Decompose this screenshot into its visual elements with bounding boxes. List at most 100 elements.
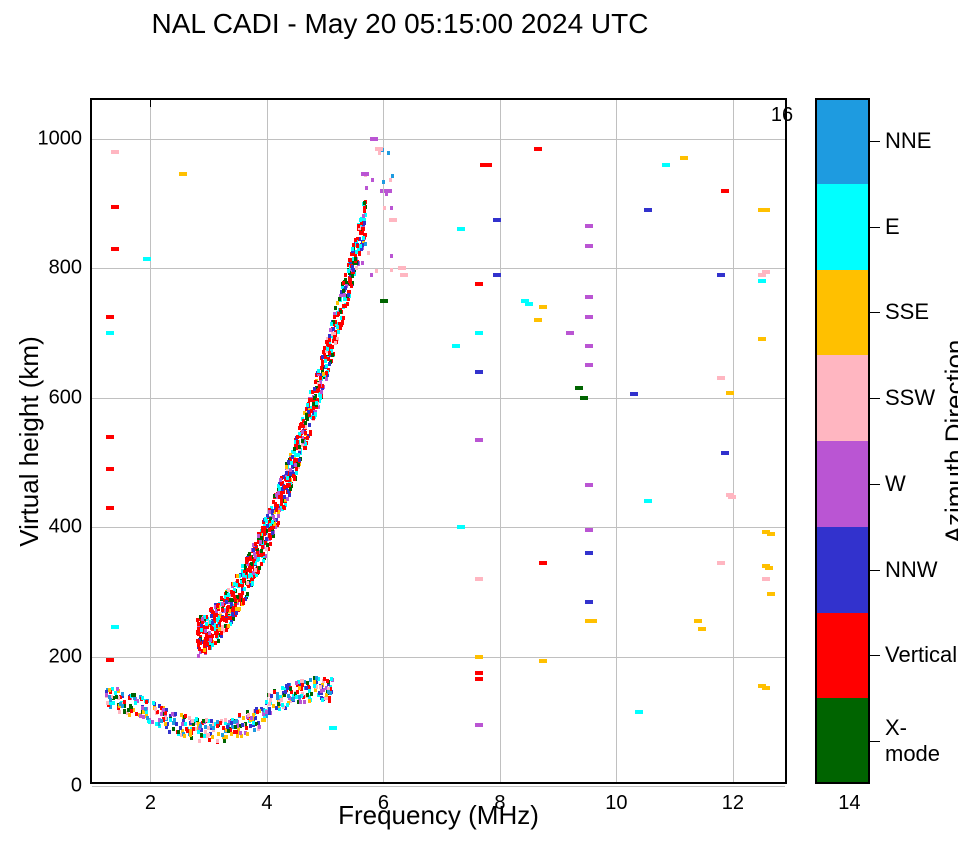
data-point [295, 471, 298, 475]
data-point [235, 583, 238, 587]
data-point [635, 710, 643, 714]
data-point [367, 251, 370, 255]
data-point [204, 725, 207, 729]
data-point [297, 453, 300, 457]
data-point [264, 517, 267, 521]
data-point [234, 725, 237, 729]
data-point [375, 269, 378, 273]
data-point [197, 654, 200, 658]
data-point [475, 282, 483, 286]
data-point [111, 625, 119, 629]
data-point [585, 551, 593, 555]
data-point [236, 574, 239, 578]
data-point [253, 728, 256, 732]
data-point [585, 363, 593, 367]
data-point [275, 508, 278, 512]
data-point [306, 436, 309, 440]
data-point [202, 719, 205, 723]
data-point [229, 616, 232, 620]
data-point [106, 315, 114, 319]
data-point [328, 696, 331, 700]
colorbar-title: Azimuth Direction [940, 98, 958, 784]
data-point [249, 724, 252, 728]
data-point [230, 721, 233, 725]
data-point [338, 297, 341, 301]
colorbar-label-nne: NNE [885, 128, 931, 154]
data-point [121, 692, 124, 696]
data-point [321, 698, 324, 702]
data-point [296, 440, 299, 444]
gridline-y-800 [92, 268, 785, 269]
data-point [212, 726, 215, 730]
data-point [358, 251, 361, 255]
data-point [205, 622, 208, 626]
data-point [308, 398, 311, 402]
data-point [227, 588, 230, 592]
data-point [242, 573, 245, 577]
data-point [380, 299, 388, 303]
gridline-y-600 [92, 398, 785, 399]
data-point [235, 611, 238, 615]
data-point [109, 698, 112, 702]
data-point [112, 701, 115, 705]
data-point [294, 453, 297, 457]
data-point [249, 573, 252, 577]
data-point [231, 612, 234, 616]
data-point [319, 685, 322, 689]
gridline-y-0 [92, 786, 785, 787]
data-point [221, 733, 224, 737]
data-point [248, 552, 251, 556]
data-point [252, 548, 255, 552]
data-point [337, 312, 340, 316]
data-point [767, 592, 775, 596]
data-point [243, 587, 246, 591]
data-point [662, 163, 670, 167]
data-point [680, 156, 688, 160]
data-point [155, 722, 158, 726]
data-point [284, 690, 287, 694]
data-point [365, 186, 368, 190]
data-point [215, 634, 218, 638]
data-point [189, 733, 192, 737]
data-point [282, 505, 285, 509]
data-point [721, 189, 729, 193]
data-point [585, 600, 593, 604]
data-point [221, 608, 224, 612]
data-point [258, 566, 261, 570]
data-point [320, 390, 323, 394]
data-point [698, 627, 706, 631]
data-point [337, 330, 340, 334]
data-point [539, 659, 547, 663]
data-point [285, 471, 288, 475]
data-point [242, 598, 245, 602]
data-point [203, 734, 206, 738]
data-point [295, 695, 298, 699]
data-point [134, 701, 137, 705]
data-point [270, 694, 273, 698]
data-point [347, 269, 350, 273]
data-point [314, 380, 317, 384]
data-point [644, 499, 652, 503]
data-point [197, 622, 200, 626]
data-point [301, 439, 304, 443]
data-point [363, 221, 366, 225]
data-point [630, 392, 638, 396]
data-point [268, 702, 271, 706]
data-point [289, 487, 292, 491]
data-point [227, 729, 230, 733]
data-point [347, 293, 350, 297]
data-point [225, 735, 228, 739]
data-point [298, 695, 301, 699]
data-point [233, 595, 236, 599]
data-point [309, 432, 312, 436]
data-point [389, 178, 392, 182]
data-point [259, 540, 262, 544]
data-point [301, 430, 304, 434]
data-point [361, 172, 369, 176]
data-point [141, 696, 144, 700]
data-point [317, 369, 320, 373]
data-point [293, 447, 296, 451]
data-point [285, 465, 288, 469]
data-point [344, 304, 347, 308]
data-point [762, 577, 770, 581]
